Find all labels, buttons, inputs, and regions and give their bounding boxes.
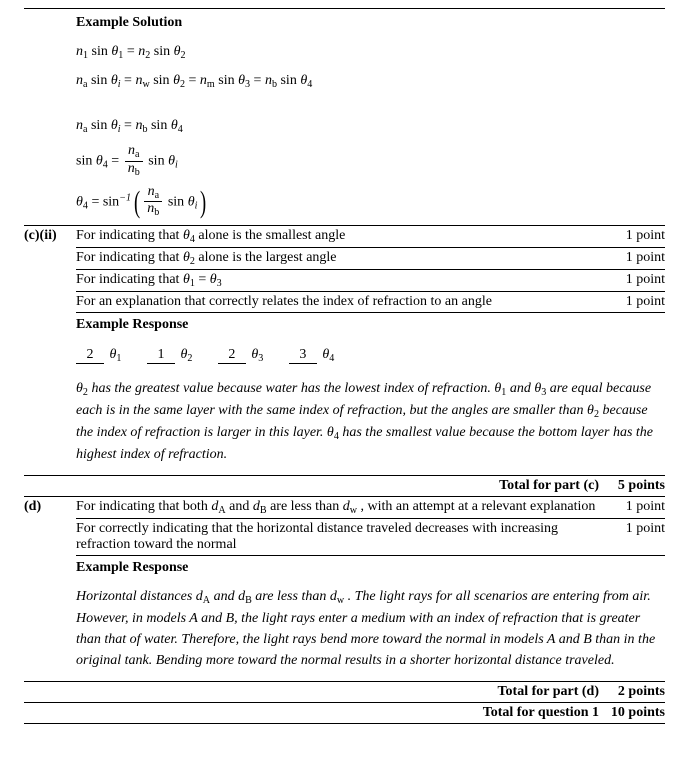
section-d: (d) For indicating that both dA and dB a…: [24, 497, 665, 681]
rubric-table-d: For indicating that both dA and dB are l…: [76, 497, 665, 556]
example-solution-section: Example Solution n1 sin θ1 = n2 sin θ2 n…: [24, 9, 665, 225]
rank-value: 2: [76, 347, 104, 364]
rubric-points: 1 point: [614, 497, 665, 519]
rubric-row: For indicating that θ2 alone is the larg…: [76, 247, 665, 269]
label-col-empty: [24, 9, 76, 225]
total-part-c: Total for part (c) 5 points: [24, 475, 665, 496]
example-response-text: θ2 has the greatest value because water …: [76, 378, 665, 465]
rank-symbol: θ3: [251, 347, 263, 362]
rubric-points: 1 point: [614, 519, 665, 556]
rubric-text: For indicating that θ4 alone is the smal…: [76, 226, 600, 248]
rank-value: 1: [147, 347, 175, 364]
label-c-ii: (c)(ii): [24, 226, 76, 475]
total-part-d: Total for part (d) 2 points: [24, 681, 665, 702]
eq-line-1: n1 sin θ1 = n2 sin θ2: [76, 41, 665, 64]
rubric-points: 1 point: [600, 291, 665, 312]
rubric-text: For indicating that both dA and dB are l…: [76, 497, 614, 519]
label-d: (d): [24, 497, 76, 681]
rubric-points: 1 point: [600, 226, 665, 248]
total-points: 2 points: [607, 684, 665, 700]
total-label: Total for part (c): [499, 478, 607, 494]
eq-line-3: na sin θi = nb sin θ4: [76, 115, 665, 138]
total-label: Total for question 1: [483, 705, 607, 721]
rank-symbol: θ4: [322, 347, 334, 362]
content-d: For indicating that both dA and dB are l…: [76, 497, 665, 681]
total-points: 10 points: [607, 705, 665, 721]
example-response-text-d: Horizontal distances dA and dB are less …: [76, 586, 665, 671]
example-response-heading-d: Example Response: [76, 560, 665, 576]
eq-line-5: θ4 = sin−1 ( nanb sin θi ): [76, 185, 665, 219]
content-c-ii: For indicating that θ4 alone is the smal…: [76, 226, 665, 475]
rubric-table-c-ii: For indicating that θ4 alone is the smal…: [76, 226, 665, 313]
equation-block: n1 sin θ1 = n2 sin θ2 na sin θi = nw sin…: [76, 41, 665, 219]
rubric-row: For indicating that both dA and dB are l…: [76, 497, 665, 519]
rubric-points: 1 point: [600, 247, 665, 269]
rubric-row: For indicating that θ1 = θ3 1 point: [76, 269, 665, 291]
section-c-ii: (c)(ii) For indicating that θ4 alone is …: [24, 226, 665, 475]
rubric-points: 1 point: [600, 269, 665, 291]
rank-value: 2: [218, 347, 246, 364]
rubric-row: For correctly indicating that the horizo…: [76, 519, 665, 556]
rank-symbol: θ2: [180, 347, 192, 362]
eq-line-2: na sin θi = nw sin θ2 = nm sin θ3 = nb s…: [76, 70, 665, 93]
rank-symbol: θ1: [110, 347, 122, 362]
rubric-row: For indicating that θ4 alone is the smal…: [76, 226, 665, 248]
rubric-row: For an explanation that correctly relate…: [76, 291, 665, 312]
example-solution-heading: Example Solution: [76, 15, 665, 31]
rubric-text: For correctly indicating that the horizo…: [76, 519, 614, 556]
rubric-text: For an explanation that correctly relate…: [76, 291, 600, 312]
rank-value: 3: [289, 347, 317, 364]
rubric-text: For indicating that θ2 alone is the larg…: [76, 247, 600, 269]
total-question: Total for question 1 10 points: [24, 702, 665, 724]
rubric-text: For indicating that θ1 = θ3: [76, 269, 600, 291]
example-response-heading: Example Response: [76, 317, 665, 333]
total-label: Total for part (d): [498, 684, 608, 700]
ranking-line: 2 θ1 1 θ2 2 θ3 3 θ4: [76, 347, 665, 364]
example-solution-content: Example Solution n1 sin θ1 = n2 sin θ2 n…: [76, 9, 665, 225]
total-points: 5 points: [607, 478, 665, 494]
eq-line-4: sin θ4 = nanb sin θi: [76, 144, 665, 178]
